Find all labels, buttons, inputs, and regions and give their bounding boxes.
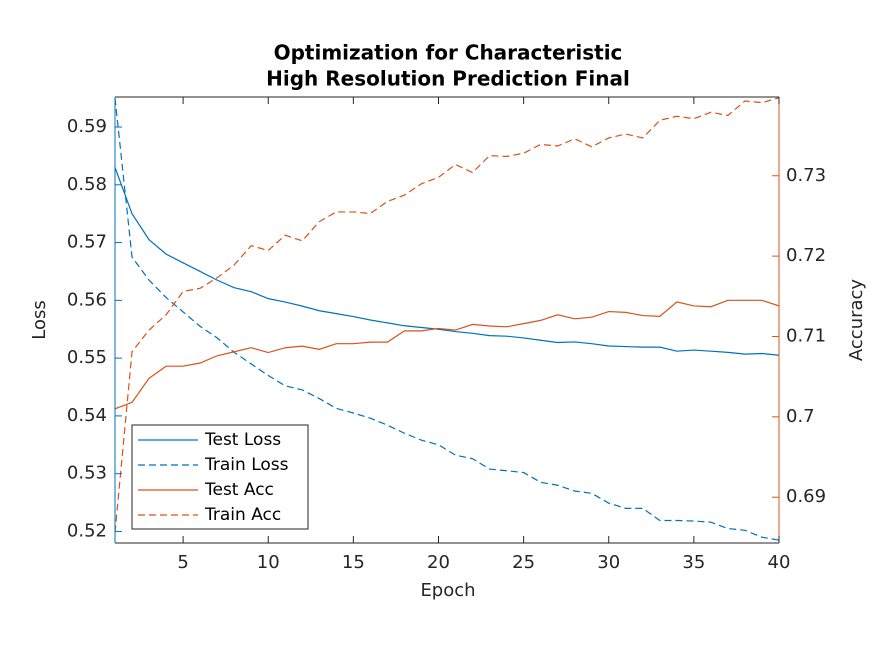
data-line — [115, 299, 779, 410]
x-axis-label: Epoch — [420, 580, 475, 601]
y2-axis-label: Accuracy — [846, 279, 867, 362]
legend-box — [131, 424, 309, 530]
x-tick-label: 15 — [342, 552, 365, 573]
data-line — [115, 97, 779, 533]
x-tick-label: 20 — [427, 552, 450, 573]
x-tick-label: 5 — [177, 552, 188, 573]
data-line — [115, 98, 779, 541]
y-tick-label: 0.53 — [67, 463, 107, 484]
y-tick-label: 0.57 — [67, 232, 107, 253]
data-line — [115, 167, 779, 356]
y-tick-label: 0.52 — [67, 520, 107, 541]
y-tick-label: 0.54 — [67, 405, 107, 426]
y2-tick-label: 0.73 — [786, 165, 826, 186]
y-tick-label: 0.58 — [67, 174, 107, 195]
chart-title: High Resolution Prediction Final — [266, 67, 630, 91]
y2-tick-label: 0.69 — [786, 486, 826, 507]
plot-area — [115, 97, 779, 541]
x-tick-label: 35 — [682, 552, 705, 573]
y2-tick-label: 0.71 — [786, 325, 826, 346]
legend-label: Train Acc — [204, 505, 281, 525]
y-axis-label: Loss — [29, 300, 50, 339]
y-tick-label: 0.55 — [67, 347, 107, 368]
x-tick-label: 40 — [768, 552, 791, 573]
y-tick-label: 0.56 — [67, 289, 107, 310]
y2-tick-label: 0.7 — [786, 406, 815, 427]
y2-tick-label: 0.72 — [786, 245, 826, 266]
y-tick-label: 0.59 — [67, 116, 107, 137]
legend-label: Test Acc — [204, 480, 274, 500]
legend-label: Test Loss — [204, 430, 281, 450]
chart-title: Optimization for Characteristic — [274, 41, 623, 65]
x-tick-label: 10 — [257, 552, 280, 573]
x-tick-label: 30 — [597, 552, 620, 573]
x-tick-label: 25 — [512, 552, 535, 573]
legend-label: Train Loss — [204, 455, 289, 475]
